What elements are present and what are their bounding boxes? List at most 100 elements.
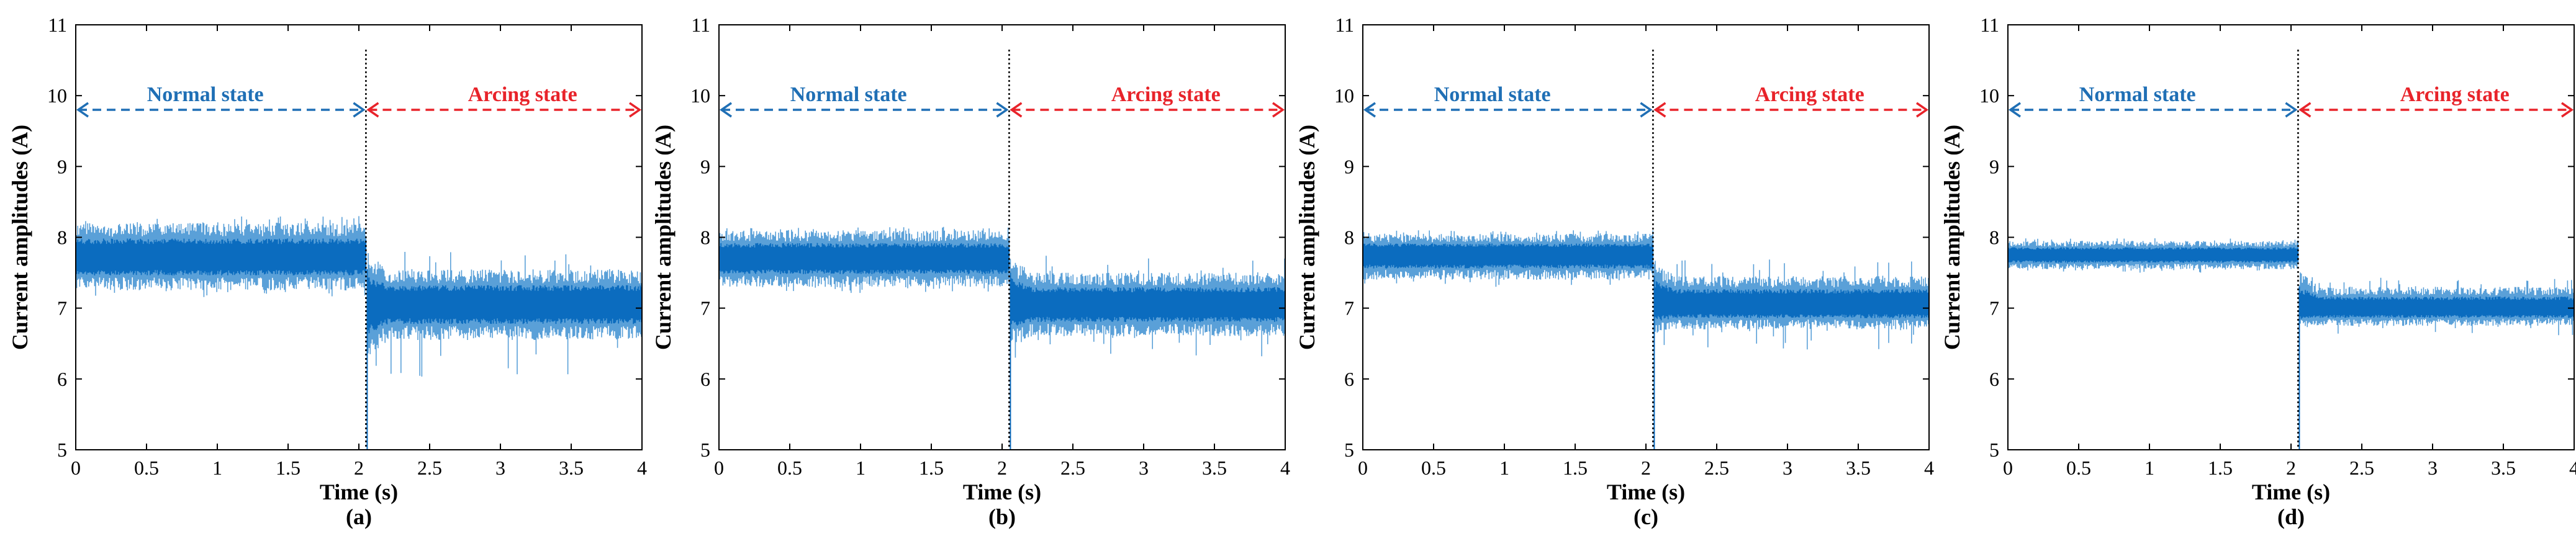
- x-tick-label: 4: [2569, 457, 2576, 479]
- y-tick-label: 9: [1344, 155, 1354, 177]
- y-tick-label: 5: [57, 439, 67, 461]
- chart-panel-d: Normal state Arcing state 0 0.5 1 1.5 2 2.5 3 3.5…: [1940, 14, 2576, 529]
- x-tick-label: 4: [1924, 457, 1934, 479]
- normal-state-arrow: Normal state: [719, 83, 1009, 118]
- arcing-state-label: Arcing state: [468, 83, 577, 106]
- y-tick-label: 5: [700, 439, 710, 461]
- x-tick-label: 0.5: [777, 457, 802, 479]
- arcing-state-arrow: Arcing state: [2298, 83, 2574, 118]
- normal-state-label: Normal state: [790, 83, 907, 106]
- arrow-head-left: [366, 102, 379, 118]
- arcing-state-label: Arcing state: [2400, 83, 2510, 106]
- y-tick-label: 10: [1979, 84, 1999, 107]
- x-tick-label: 2: [2286, 457, 2296, 479]
- normal-state-label: Normal state: [1434, 83, 1551, 106]
- x-tick-label: 3: [2428, 457, 2438, 479]
- arrow-head-left: [719, 102, 732, 118]
- y-tick-label: 5: [1989, 439, 1999, 461]
- series-normal-core: [76, 238, 367, 275]
- y-axis-title: Current amplitudes (A): [7, 125, 32, 350]
- x-tick-label: 0.5: [2066, 457, 2091, 479]
- normal-state-arrow: Normal state: [1363, 83, 1653, 118]
- arcing-state-arrow: Arcing state: [1010, 83, 1285, 118]
- y-tick-label: 11: [1335, 14, 1354, 36]
- arcing-state-arrow: Arcing state: [366, 83, 642, 118]
- panel-label: (a): [346, 504, 372, 529]
- x-tick-label: 2: [354, 457, 364, 479]
- arrow-head-left: [2008, 102, 2021, 118]
- x-tick-label: 3: [495, 457, 505, 479]
- x-tick-label: 0.5: [134, 457, 159, 479]
- y-tick-label: 6: [700, 368, 710, 390]
- y-tick-label: 8: [700, 226, 710, 249]
- x-tick-label: 1.5: [2208, 457, 2233, 479]
- arrow-head-left: [76, 102, 89, 118]
- y-tick-label: 9: [57, 155, 67, 177]
- x-tick-label: 3: [1783, 457, 1792, 479]
- arrow-head-left: [1363, 102, 1376, 118]
- x-tick-label: 2.5: [1060, 457, 1085, 479]
- arrow-head-right: [1272, 102, 1285, 118]
- x-tick-label: 2.5: [2349, 457, 2374, 479]
- x-axis-title: Time (s): [963, 480, 1041, 504]
- x-axis-title: Time (s): [1607, 480, 1685, 504]
- panel-label: (b): [988, 504, 1016, 529]
- y-tick-label: 6: [57, 368, 67, 390]
- chart-panel-b: Normal state Arcing state 0 0.5 1 1.5 2 2.5 3 3.5…: [651, 14, 1290, 529]
- normal-state-label: Normal state: [147, 83, 264, 106]
- x-tick-label: 3.5: [559, 457, 584, 479]
- x-tick-label: 0: [1358, 457, 1368, 479]
- chart-panel-a: Normal state Arcing state 0 0.5 1 1.5 2 2.5 3 3.5…: [7, 14, 647, 529]
- x-tick-label: 3.5: [2491, 457, 2516, 479]
- y-tick-label: 11: [48, 14, 67, 36]
- y-tick-label: 10: [47, 84, 67, 107]
- x-tick-label: 0: [71, 457, 81, 479]
- x-tick-label: 1: [1499, 457, 1509, 479]
- y-tick-label: 7: [1989, 297, 1999, 319]
- arrow-head-right: [1640, 102, 1653, 118]
- y-tick-label: 8: [1344, 226, 1354, 249]
- panel-label: (c): [1634, 504, 1658, 529]
- x-tick-label: 1.5: [919, 457, 944, 479]
- arrow-head-left: [1653, 102, 1666, 118]
- y-axis-title: Current amplitudes (A): [1940, 125, 1964, 350]
- y-tick-label: 8: [1989, 226, 1999, 249]
- x-tick-label: 2.5: [417, 457, 442, 479]
- arrow-head-right: [629, 102, 642, 118]
- x-tick-label: 1.5: [276, 457, 301, 479]
- arrow-head-left: [1010, 102, 1023, 118]
- signal-trace: [2008, 238, 2574, 450]
- x-tick-label: 2: [997, 457, 1007, 479]
- y-tick-label: 5: [1344, 439, 1354, 461]
- normal-state-arrow: Normal state: [2008, 83, 2298, 118]
- x-tick-label: 1: [212, 457, 222, 479]
- x-tick-label: 1.5: [1563, 457, 1588, 479]
- x-tick-label: 4: [1280, 457, 1290, 479]
- y-tick-label: 10: [690, 84, 710, 107]
- x-axis-title: Time (s): [2252, 480, 2330, 504]
- y-tick-label: 9: [1989, 155, 1999, 177]
- y-tick-label: 9: [700, 155, 710, 177]
- y-tick-label: 6: [1989, 368, 1999, 390]
- arcing-state-label: Arcing state: [1111, 83, 1221, 106]
- x-tick-label: 4: [637, 457, 647, 479]
- arrow-head-right: [996, 102, 1009, 118]
- y-axis-title: Current amplitudes (A): [651, 125, 676, 350]
- signal-trace: [1363, 230, 1929, 450]
- y-tick-label: 7: [700, 297, 710, 319]
- arrow-head-right: [2285, 102, 2298, 118]
- x-tick-label: 3: [1139, 457, 1149, 479]
- x-tick-label: 0.5: [1421, 457, 1446, 479]
- x-tick-label: 3.5: [1202, 457, 1227, 479]
- signal-trace: [719, 226, 1285, 450]
- y-tick-label: 11: [691, 14, 710, 36]
- x-tick-label: 3.5: [1846, 457, 1871, 479]
- arrow-head-right: [2561, 102, 2574, 118]
- x-tick-label: 2: [1641, 457, 1651, 479]
- y-axis-title: Current amplitudes (A): [1295, 125, 1319, 350]
- panel-label: (d): [2277, 504, 2305, 529]
- arcing-state-label: Arcing state: [1755, 83, 1864, 106]
- y-tick-label: 8: [57, 226, 67, 249]
- x-axis-title: Time (s): [320, 480, 398, 504]
